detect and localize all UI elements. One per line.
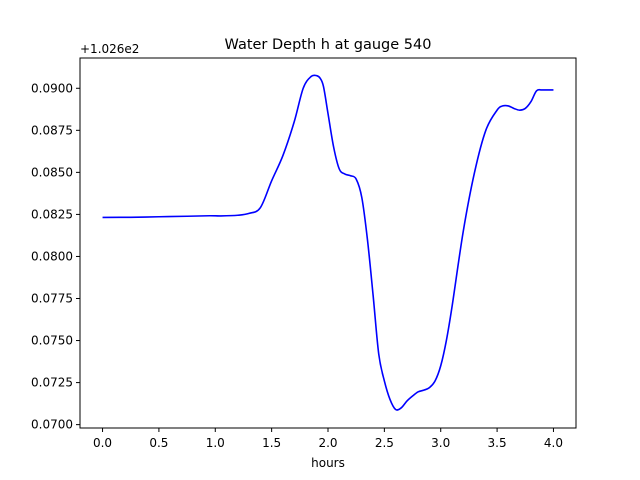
chart-title: Water Depth h at gauge 540 (225, 37, 432, 53)
x-axis-label: hours (311, 456, 345, 470)
x-tick-label: 3.5 (488, 436, 507, 450)
x-tick-label: 0.5 (149, 436, 168, 450)
x-tick-label: 1.0 (206, 436, 225, 450)
x-tick-label: 4.0 (544, 436, 563, 450)
y-tick-label: 0.0700 (31, 418, 73, 432)
plot-area: 0.0 0.5 1.0 1.5 2.0 2.5 3.0 3.5 4.0 0.0700 0.0725… (31, 57, 577, 450)
x-axis-ticks: 0.0 0.5 1.0 1.5 2.0 2.5 3.0 3.5 4.0 (93, 428, 563, 450)
y-tick-label: 0.0725 (31, 376, 73, 390)
y-tick-label: 0.0800 (31, 249, 73, 263)
x-tick-label: 1.5 (262, 436, 281, 450)
series-line (102, 74, 554, 411)
y-tick-label: 0.0875 (31, 123, 73, 137)
y-tick-label: 0.0750 (31, 334, 73, 348)
y-axis-offset-label: +1.026e2 (80, 42, 139, 56)
x-tick-label: 2.5 (375, 436, 394, 450)
x-tick-label: 0.0 (93, 436, 112, 450)
plot-background (80, 58, 576, 428)
y-tick-label: 0.0900 (31, 81, 73, 95)
y-tick-label: 0.0775 (31, 292, 73, 306)
y-tick-label: 0.0850 (31, 165, 73, 179)
y-tick-label: 0.0825 (31, 207, 73, 221)
x-tick-label: 2.0 (318, 436, 337, 450)
x-tick-label: 3.0 (431, 436, 450, 450)
y-axis-ticks: 0.0700 0.0725 0.0750 0.0775 0.0800 0.0825 0.08… (31, 81, 80, 432)
axes-frame (79, 57, 577, 429)
